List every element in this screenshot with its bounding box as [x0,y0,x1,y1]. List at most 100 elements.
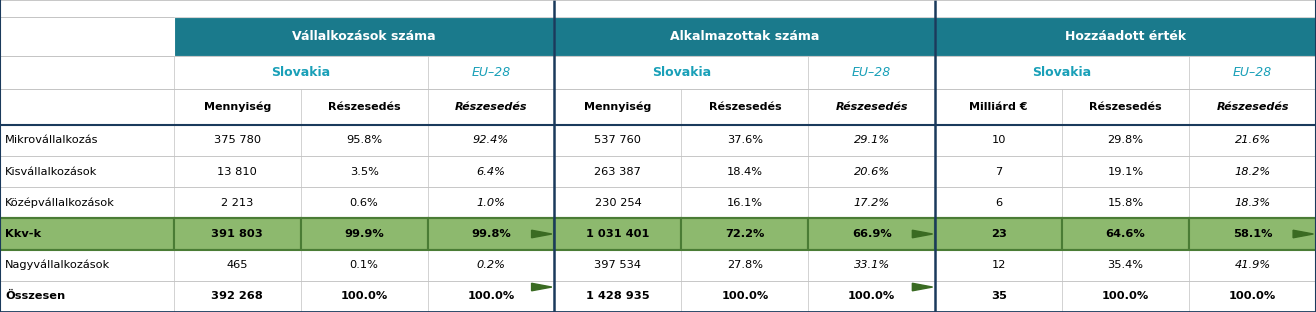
Bar [682,125,808,156]
Text: 13 810: 13 810 [217,167,257,177]
Bar [0,0,1316,17]
Text: 1 031 401: 1 031 401 [586,229,650,239]
Text: 1 428 935: 1 428 935 [586,291,650,301]
Bar [682,250,808,281]
Text: Milliárd €: Milliárd € [970,102,1028,112]
Text: 465: 465 [226,260,247,270]
Bar [174,250,300,281]
Text: 375 780: 375 780 [213,135,261,145]
Text: 16.1%: 16.1% [726,198,763,208]
Bar [936,156,1062,187]
Text: 230 254: 230 254 [595,198,641,208]
Bar [554,281,682,312]
Bar [1062,250,1190,281]
Text: 17.2%: 17.2% [854,198,890,208]
Bar [300,281,428,312]
Text: 100.0%: 100.0% [467,291,515,301]
Polygon shape [912,230,933,238]
Bar [428,281,554,312]
Bar [428,56,554,89]
Bar [1190,125,1316,156]
Bar [174,56,428,89]
Text: Mennyiség: Mennyiség [204,102,271,112]
Bar [174,89,300,125]
Text: 66.9%: 66.9% [851,229,892,239]
Bar [1062,187,1190,218]
Bar [808,250,936,281]
Text: 41.9%: 41.9% [1234,260,1271,270]
Bar [174,17,554,56]
Bar [1190,56,1316,89]
Text: 18.4%: 18.4% [726,167,763,177]
Text: 7: 7 [995,167,1003,177]
Text: 99.9%: 99.9% [345,229,384,239]
Text: 64.6%: 64.6% [1105,229,1145,239]
Bar [1190,281,1316,312]
Text: 29.8%: 29.8% [1108,135,1144,145]
Bar [808,218,936,250]
Bar [682,218,808,250]
Text: 35: 35 [991,291,1007,301]
Text: EU–28: EU–28 [471,66,511,79]
Text: 12: 12 [991,260,1005,270]
Bar [808,281,936,312]
Bar [554,187,682,218]
Text: 27.8%: 27.8% [726,260,763,270]
Bar [936,250,1062,281]
Bar [808,156,936,187]
Bar [0,56,174,89]
Bar [0,89,174,125]
Bar [0,281,174,312]
Bar [300,218,428,250]
Text: EU–28: EU–28 [1233,66,1273,79]
Bar [0,250,174,281]
Bar [682,281,808,312]
Text: 33.1%: 33.1% [854,260,890,270]
Bar [554,17,936,56]
Text: 23: 23 [991,229,1007,239]
Text: Kkv-k: Kkv-k [5,229,41,239]
Text: 397 534: 397 534 [595,260,641,270]
Bar [682,89,808,125]
Bar [936,281,1062,312]
Bar [808,125,936,156]
Text: Részesedés: Részesedés [836,102,908,112]
Bar [554,156,682,187]
Text: 29.1%: 29.1% [854,135,890,145]
Text: 392 268: 392 268 [212,291,263,301]
Bar [428,156,554,187]
Text: EU–28: EU–28 [853,66,891,79]
Bar [428,218,554,250]
Text: 18.3%: 18.3% [1234,198,1271,208]
Text: 20.6%: 20.6% [854,167,890,177]
Text: 100.0%: 100.0% [848,291,895,301]
Bar [0,187,174,218]
Bar [428,187,554,218]
Text: 58.1%: 58.1% [1233,229,1273,239]
Text: 100.0%: 100.0% [1229,291,1277,301]
Bar [0,17,174,56]
Bar [554,125,682,156]
Text: Mikrovállalkozás: Mikrovállalkozás [5,135,99,145]
Bar [808,56,936,89]
Bar [682,187,808,218]
Text: 1.0%: 1.0% [476,198,505,208]
Text: 37.6%: 37.6% [726,135,763,145]
Text: 537 760: 537 760 [595,135,641,145]
Bar [300,187,428,218]
Bar [936,89,1062,125]
Text: 92.4%: 92.4% [472,135,509,145]
Text: Részesedés: Részesedés [708,102,782,112]
Text: Hozzáadott érték: Hozzáadott érték [1065,30,1186,43]
Text: Slovakia: Slovakia [1033,66,1092,79]
Bar [554,218,682,250]
Bar [936,17,1316,56]
Text: 100.0%: 100.0% [721,291,769,301]
Bar [174,156,300,187]
Bar [0,156,174,187]
Polygon shape [912,283,933,291]
Text: 0.6%: 0.6% [350,198,379,208]
Text: Részesedés: Részesedés [328,102,400,112]
Bar [428,250,554,281]
Bar [682,156,808,187]
